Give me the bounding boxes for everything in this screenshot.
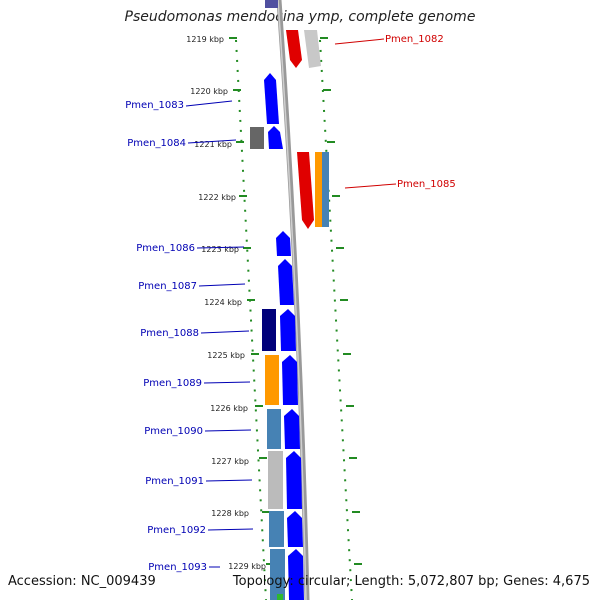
- gene-pmen-1086-arrow: [276, 231, 291, 256]
- tick-labels: 1219 kbp 1220 kbp 1221 kbp 1222 kbp 1223…: [186, 35, 266, 571]
- gene-pmen-1088-navy: [262, 309, 276, 351]
- gene-pmen-1090-arrow: [284, 409, 300, 449]
- gene-pmen-1087-arrow: [278, 259, 294, 305]
- gene-label-pmen-1086[interactable]: Pmen_1086: [136, 243, 195, 254]
- tick-label-1228: 1228 kbp: [211, 509, 249, 518]
- tick-label-1224: 1224 kbp: [204, 298, 242, 307]
- accession-label: Accession: NC_009439: [8, 574, 156, 589]
- gene-block-partial: [265, 0, 278, 8]
- genome-backbone-highlight: [277, 0, 307, 600]
- gene-pmen-1090-steel: [267, 409, 281, 449]
- genome-backbone: [276, 0, 310, 600]
- tick-label-1221: 1221 kbp: [194, 140, 232, 149]
- gene-label-pmen-1089[interactable]: Pmen_1089: [143, 378, 202, 389]
- gene-pmen-1084-gray: [250, 127, 264, 149]
- tick-label-1226: 1226 kbp: [210, 404, 248, 413]
- gene-label-pmen-1093[interactable]: Pmen_1093: [148, 562, 207, 573]
- genome-summary: Topology: circular; Length: 5,072,807 bp…: [232, 574, 590, 589]
- tick-label-1223: 1223 kbp: [201, 245, 239, 254]
- gene-pmen-1092-arrow: [287, 511, 303, 547]
- forward-strand-genes: [250, 73, 304, 600]
- gene-label-pmen-1082[interactable]: Pmen_1082: [385, 34, 444, 45]
- gene-label-pmen-1084[interactable]: Pmen_1084: [127, 138, 186, 149]
- gene-pmen-1089-arrow: [282, 355, 298, 405]
- gene-green-partial: [277, 594, 283, 600]
- gene-label-pmen-1085[interactable]: Pmen_1085: [397, 179, 456, 190]
- gene-pmen-1085-arrow: [297, 152, 314, 229]
- gene-pmen-1089-orange: [265, 355, 279, 405]
- tick-label-1225: 1225 kbp: [207, 351, 245, 360]
- gene-pmen-1091-gray: [268, 451, 283, 509]
- gene-pmen-1093-arrow: [288, 549, 304, 600]
- tick-label-1220: 1220 kbp: [190, 87, 228, 96]
- gene-pmen-1082-arrow: [286, 30, 302, 68]
- left-dotted-track: [235, 39, 267, 600]
- label-leader-lines: [185, 38, 397, 568]
- gene-pmen-1092-steel: [269, 511, 284, 547]
- gene-label-pmen-1092[interactable]: Pmen_1092: [147, 525, 206, 536]
- tick-label-1229: 1229 kbp: [228, 562, 266, 571]
- gene-pmen-1088-arrow: [280, 309, 296, 351]
- gene-label-pmen-1091[interactable]: Pmen_1091: [145, 476, 204, 487]
- gene-label-pmen-1088[interactable]: Pmen_1088: [140, 328, 199, 339]
- gene-pmen-1084-arrow: [268, 126, 283, 149]
- gene-pmen-1093-steel: [270, 549, 285, 600]
- right-tick-marks: [320, 37, 362, 565]
- gene-pmen-1085-orange: [315, 152, 322, 227]
- tick-label-1222: 1222 kbp: [198, 193, 236, 202]
- gene-label-pmen-1090[interactable]: Pmen_1090: [144, 426, 203, 437]
- gene-pmen-1082-gray: [304, 30, 321, 68]
- gene-pmen-1083-arrow: [264, 73, 279, 124]
- tick-label-1219: 1219 kbp: [186, 35, 224, 44]
- map-title: Pseudomonas mendocina ymp, complete geno…: [124, 9, 476, 25]
- gene-pmen-1091-arrow: [286, 451, 302, 509]
- gene-label-pmen-1083[interactable]: Pmen_1083: [125, 100, 184, 111]
- gene-label-pmen-1087[interactable]: Pmen_1087: [138, 281, 197, 292]
- gene-pmen-1085-steel: [322, 152, 329, 227]
- tick-label-1227: 1227 kbp: [211, 457, 249, 466]
- right-dotted-track: [319, 39, 353, 600]
- gene-labels: Pmen_1082 Pmen_1083 Pmen_1084 Pmen_1085 …: [125, 34, 455, 573]
- reverse-strand-genes: [286, 30, 329, 229]
